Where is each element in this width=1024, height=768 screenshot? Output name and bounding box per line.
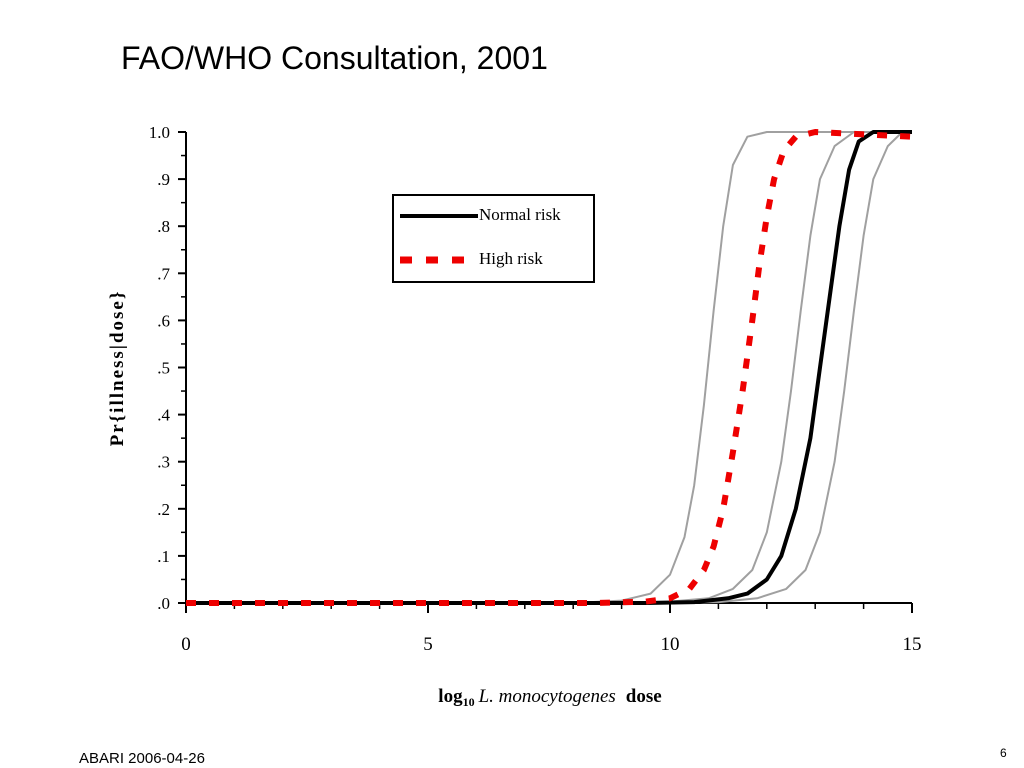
- legend-label-normal-risk: Normal risk: [479, 205, 561, 224]
- x-axis-label-subscript: 10: [463, 695, 475, 709]
- x-tick-label: 0: [181, 634, 191, 655]
- chart-legend: Normal risk High risk: [392, 194, 595, 283]
- series-uncertainty-bound-line: [186, 131, 912, 604]
- y-tick-label: .9: [157, 170, 170, 189]
- y-axis-label: Pr{illness|dose}: [107, 290, 128, 447]
- footer-presenter-date: ABARI 2006-04-26: [79, 750, 205, 767]
- y-tick-label: .0: [157, 594, 170, 613]
- y-tick-label: .3: [157, 453, 170, 472]
- x-axis-label-dose: dose: [626, 686, 662, 707]
- y-tick-label: .2: [157, 500, 170, 519]
- y-tick-label: .4: [157, 406, 170, 425]
- y-tick-label: .6: [157, 311, 170, 330]
- series-layer: [186, 129, 913, 606]
- y-tick-label: .5: [157, 359, 170, 378]
- series-normal-risk-line: [186, 130, 912, 605]
- x-tick-label: 15: [903, 634, 922, 655]
- y-tick-label: 1.0: [149, 123, 170, 142]
- x-tick-label: 5: [423, 634, 433, 655]
- x-axis-label-organism: L. monocytogenes: [478, 686, 616, 707]
- x-tick-label: 10: [661, 634, 680, 655]
- legend-box: [392, 194, 595, 283]
- y-tick-label: .8: [157, 217, 170, 236]
- page-number: 6: [1000, 746, 1007, 760]
- legend-label-high-risk: High risk: [479, 249, 543, 268]
- y-tick-label: .7: [157, 264, 170, 283]
- x-axis-label: log10 L. monocytogenes dose: [438, 686, 661, 709]
- y-tick-label: .1: [157, 547, 170, 566]
- x-axis-label-log: log: [438, 686, 463, 707]
- slide-title: FAO/WHO Consultation, 2001: [121, 40, 548, 76]
